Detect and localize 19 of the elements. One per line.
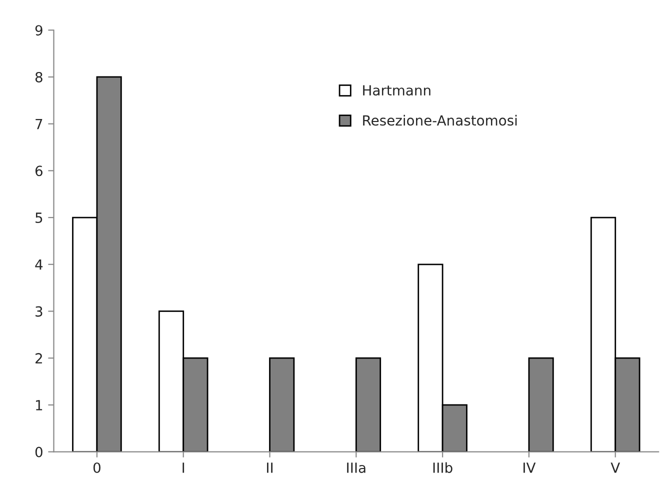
legend-label: Hartmann [363, 85, 430, 96]
y-tick-label: 5 [36, 212, 42, 224]
y-tick-label: 4 [35, 260, 43, 270]
x-tick-label: IV [524, 462, 536, 473]
x-tick-label: II [267, 462, 272, 473]
legend-label: Resezione-Anastomosi [363, 114, 517, 126]
y-tick-label: 8 [35, 72, 42, 82]
y-tick-label: 9 [35, 25, 42, 36]
y-tick-label: 1 [36, 400, 42, 410]
x-tick-label: 0 [93, 462, 100, 473]
y-tick-label: 7 [36, 118, 42, 130]
x-tick-label: IIIb [433, 462, 452, 473]
y-tick-label: 6 [35, 166, 42, 176]
y-tick-label: 3 [36, 306, 42, 317]
x-tick-label: I [182, 462, 184, 473]
y-tick-label: 0 [35, 446, 42, 458]
y-tick-label: 2 [36, 353, 42, 364]
x-tick-label: IIIa [347, 462, 366, 473]
x-tick-label: V [610, 462, 620, 473]
